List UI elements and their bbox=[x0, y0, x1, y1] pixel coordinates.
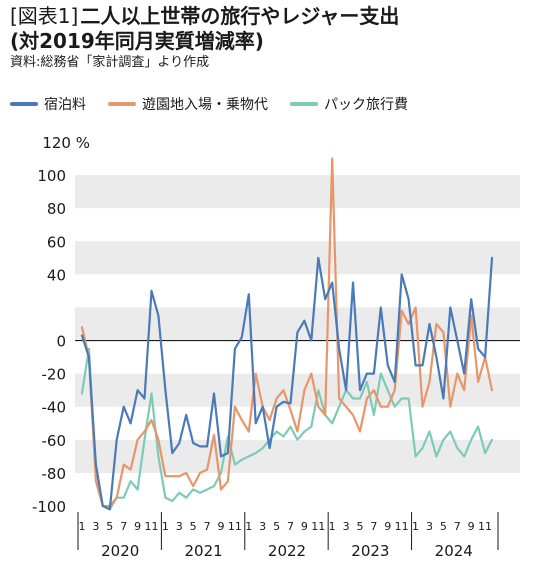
month-tick-label: 9 bbox=[134, 520, 141, 533]
month-tick-label: 9 bbox=[217, 520, 224, 533]
month-tick-label: 3 bbox=[92, 520, 99, 533]
chart-subtitle: (対2019年同月実質増減率) bbox=[10, 29, 264, 53]
series-line-package-tour bbox=[80, 347, 494, 511]
year-label: 2022 bbox=[268, 542, 306, 560]
month-tick-label: 1 bbox=[79, 520, 86, 533]
y-tick-label: 40 bbox=[47, 266, 66, 284]
legend-label-amusement: 遊園地入場・乗物代 bbox=[142, 97, 268, 113]
month-tick-label: 5 bbox=[106, 520, 113, 533]
legend-swatch-lodging bbox=[10, 102, 38, 106]
month-tick-label: 11 bbox=[144, 520, 158, 533]
month-tick-label: 1 bbox=[412, 520, 419, 533]
figure-label: [図表1] bbox=[10, 4, 79, 28]
month-tick-label: 3 bbox=[343, 520, 350, 533]
month-tick-label: 9 bbox=[468, 520, 475, 533]
year-label: 2024 bbox=[435, 542, 473, 560]
year-label: 2020 bbox=[101, 542, 139, 560]
legend-item-package-tour: パック旅行費 bbox=[290, 94, 408, 114]
month-tick-label: 5 bbox=[440, 520, 447, 533]
title-block: [図表1] 二人以上世帯の旅行やレジャー支出 (対2019年同月実質増減率) 資… bbox=[10, 4, 535, 71]
month-tick-label: 7 bbox=[287, 520, 294, 533]
year-label: 2023 bbox=[351, 542, 389, 560]
month-tick-label: 5 bbox=[356, 520, 363, 533]
y-tick-label: -100 bbox=[32, 498, 66, 516]
month-tick-label: 3 bbox=[426, 520, 433, 533]
legend-item-amusement: 遊園地入場・乗物代 bbox=[108, 94, 268, 114]
legend-swatch-package-tour bbox=[290, 102, 318, 106]
legend: 宿泊料 遊園地入場・乗物代 パック旅行費 bbox=[10, 94, 430, 114]
month-tick-label: 11 bbox=[228, 520, 242, 533]
month-tick-label: 5 bbox=[190, 520, 197, 533]
month-tick-label: 7 bbox=[370, 520, 377, 533]
y-tick-label: -60 bbox=[42, 432, 67, 450]
year-label: 2021 bbox=[185, 542, 223, 560]
grid-band bbox=[75, 439, 520, 473]
month-tick-label: 11 bbox=[395, 520, 409, 533]
month-tick-label: 7 bbox=[454, 520, 461, 533]
month-tick-label: 3 bbox=[259, 520, 266, 533]
y-tick-label: 0 bbox=[56, 333, 66, 351]
y-tick-label: 60 bbox=[47, 233, 66, 251]
y-tick-label: 100 bbox=[37, 167, 66, 185]
month-tick-label: 1 bbox=[162, 520, 169, 533]
y-tick-label: 80 bbox=[47, 200, 66, 218]
legend-label-package-tour: パック旅行費 bbox=[324, 97, 408, 113]
source-note: 資料:総務省「家計調査」より作成 bbox=[10, 55, 210, 70]
chart-title: 二人以上世帯の旅行やレジャー支出 bbox=[80, 4, 400, 28]
month-tick-label: 9 bbox=[384, 520, 391, 533]
title-row: [図表1] 二人以上世帯の旅行やレジャー支出 bbox=[10, 4, 535, 29]
month-tick-label: 5 bbox=[273, 520, 280, 533]
series-line-lodging bbox=[80, 256, 494, 511]
legend-swatch-amusement bbox=[108, 102, 136, 106]
y-tick-label: -40 bbox=[42, 399, 67, 417]
legend-item-lodging: 宿泊料 bbox=[10, 94, 86, 114]
grid-band bbox=[75, 241, 520, 275]
legend-label-lodging: 宿泊料 bbox=[44, 97, 86, 113]
y-tick-label: -20 bbox=[42, 366, 67, 384]
month-tick-label: 1 bbox=[329, 520, 336, 533]
month-tick-label: 7 bbox=[204, 520, 211, 533]
month-tick-label: 7 bbox=[120, 520, 127, 533]
month-tick-label: 11 bbox=[478, 520, 492, 533]
y-tick-label: -80 bbox=[42, 465, 67, 483]
month-tick-label: 1 bbox=[245, 520, 252, 533]
series-line-amusement bbox=[80, 157, 494, 508]
month-tick-label: 9 bbox=[301, 520, 308, 533]
month-tick-label: 11 bbox=[311, 520, 325, 533]
y-tick-label: 120 % bbox=[42, 134, 90, 152]
month-tick-label: 3 bbox=[176, 520, 183, 533]
grid-band bbox=[75, 175, 520, 209]
